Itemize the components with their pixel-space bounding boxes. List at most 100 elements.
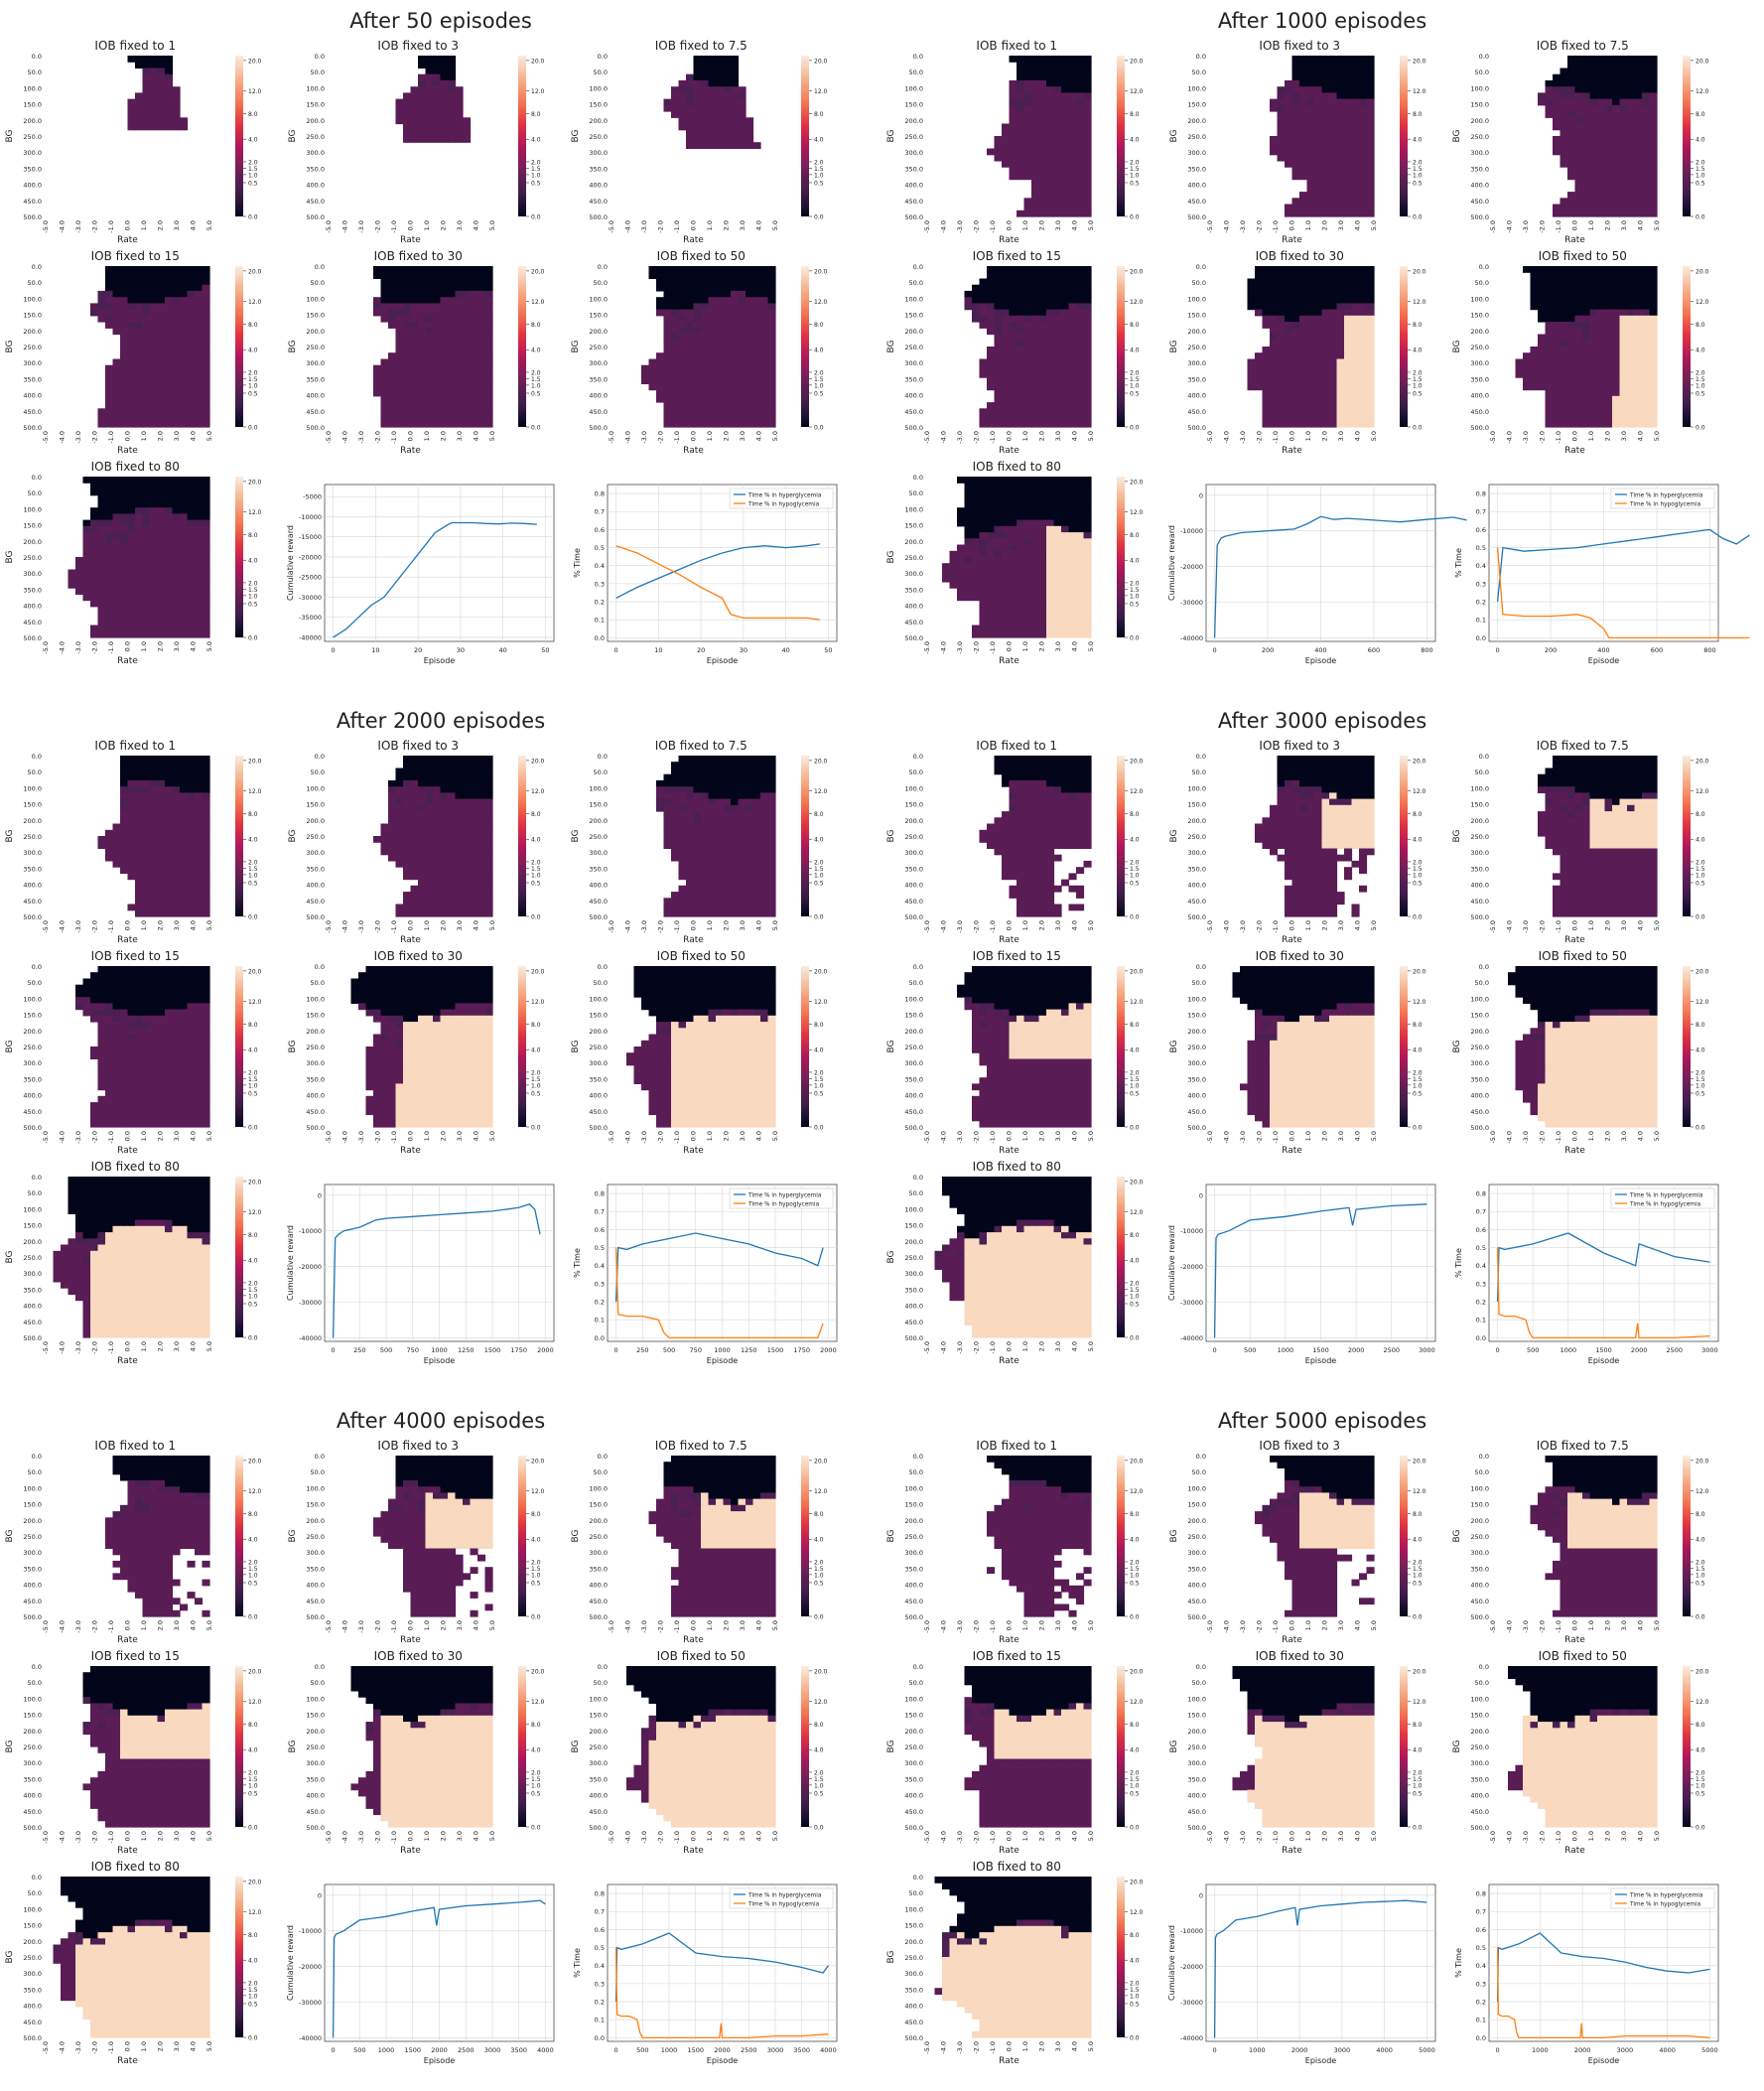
heatmap-cell <box>1546 105 1554 112</box>
heatmap-cell <box>1285 352 1292 359</box>
heatmap-cell <box>1054 124 1062 131</box>
heatmap-cell <box>426 328 434 335</box>
heatmap-cell <box>165 526 173 533</box>
heatmap-panel: IOB fixed to 7.50.050.0100.0150.0200.025… <box>571 39 828 245</box>
heatmap-cell <box>1546 316 1554 323</box>
heatmap-cell <box>694 347 702 353</box>
heatmap-cell <box>1567 86 1575 93</box>
heatmap-cell <box>1359 371 1367 378</box>
heatmap-cell <box>1024 322 1032 329</box>
heatmap-cell <box>448 117 456 124</box>
colorbar-tick-label: 4.0 <box>1130 137 1140 144</box>
heatmap-cell <box>686 359 694 366</box>
heatmap-cell <box>1002 272 1010 279</box>
heatmap-cell <box>68 582 76 589</box>
heatmap-cell <box>1582 352 1590 359</box>
heatmap-cell <box>1344 167 1352 174</box>
heatmap-cell <box>1359 335 1367 342</box>
heatmap-cell <box>1337 297 1345 304</box>
heatmap-cell <box>1076 86 1084 93</box>
heatmap-cell <box>1553 105 1560 112</box>
heatmap-cell <box>1605 155 1613 162</box>
heatmap-cell <box>1650 86 1658 93</box>
heatmap-cell <box>1575 117 1583 124</box>
heatmap-cell <box>195 335 203 342</box>
heatmap-cell <box>1642 105 1650 112</box>
heatmap-cell <box>1650 155 1658 162</box>
x-tick-label: -5.0 <box>923 220 931 233</box>
y-tick-label: 350.0 <box>306 375 325 383</box>
heatmap-cell <box>1605 167 1613 174</box>
heatmap-cell <box>381 359 389 366</box>
heatmap-cell <box>1567 92 1575 99</box>
heatmap-cell <box>1531 383 1539 390</box>
x-axis-label: Rate <box>117 656 138 666</box>
heatmap-cell <box>1635 402 1643 409</box>
heatmap-cell <box>1560 92 1568 99</box>
heatmap-cell <box>381 390 389 397</box>
heatmap-cell <box>120 613 128 620</box>
heatmap-cell <box>1069 303 1077 310</box>
heatmap-cell <box>972 477 980 484</box>
heatmap-cell <box>195 545 203 552</box>
heatmap-cell <box>411 111 419 118</box>
heatmap-cell <box>418 105 426 112</box>
heatmap-cell <box>1010 551 1018 558</box>
heatmap-cell <box>158 557 166 564</box>
heatmap-cell <box>1627 167 1635 174</box>
heatmap-cell <box>716 136 724 143</box>
heatmap-cell <box>1322 415 1330 422</box>
heatmap-cell <box>995 279 1003 286</box>
heatmap-cell <box>1278 142 1286 149</box>
heatmap-cell <box>1627 62 1635 69</box>
heatmap-cell <box>98 477 106 484</box>
heatmap-cell <box>448 402 456 409</box>
heatmap-cell <box>1322 377 1330 384</box>
heatmap-cell <box>477 365 485 372</box>
heatmap-cell <box>135 291 143 298</box>
heatmap-panel: IOB fixed to 150.050.0100.0150.0200.0250… <box>886 249 1144 456</box>
heatmap-cell <box>105 310 113 317</box>
heatmap-cell <box>203 335 210 342</box>
heatmap-cell <box>1322 198 1330 205</box>
heatmap-cell <box>180 601 188 608</box>
heatmap-cell <box>1314 285 1322 292</box>
heatmap-cell <box>441 297 449 304</box>
heatmap-cell <box>120 507 128 514</box>
heatmap-cell <box>113 619 121 626</box>
heatmap-cell <box>1299 56 1307 63</box>
heatmap-cell <box>1278 124 1286 131</box>
x-tick-label: 5.0 <box>1087 431 1095 441</box>
heatmap-cell <box>1278 111 1286 118</box>
heatmap-cell <box>1329 341 1337 348</box>
heatmap-cell <box>1642 69 1650 75</box>
x-tick-label: 4.0 <box>1071 431 1079 441</box>
heatmap-cell <box>1084 142 1092 149</box>
heatmap-cell <box>1642 396 1650 403</box>
heatmap-cell <box>1538 279 1546 286</box>
heatmap-cell <box>1553 74 1560 81</box>
heatmap-cell <box>1590 186 1598 193</box>
heatmap-cell <box>1010 390 1018 397</box>
heatmap-cell <box>1582 328 1590 335</box>
heatmap-cell <box>1002 279 1010 286</box>
heatmap-cell <box>1344 130 1352 137</box>
heatmap-cell <box>1061 130 1069 137</box>
heatmap-cell <box>995 149 1003 156</box>
heatmap-cell <box>1642 303 1650 310</box>
colorbar-tick-label: 12.0 <box>248 88 262 95</box>
heatmap-cell <box>1575 62 1583 69</box>
heatmap-cell <box>128 111 136 118</box>
heatmap-cell <box>1031 86 1039 93</box>
heatmap-cell <box>203 538 210 545</box>
heatmap-cell <box>753 408 761 415</box>
heatmap-cell <box>128 631 136 638</box>
heatmap-cell <box>709 111 717 118</box>
heatmap-cell <box>173 352 181 359</box>
heatmap-cell <box>158 124 166 131</box>
heatmap-cell <box>1054 402 1062 409</box>
heatmap-cell <box>980 322 988 329</box>
heatmap-cell <box>411 316 419 323</box>
heatmap-cell <box>173 551 181 558</box>
x-tick-label: -2.0 <box>1256 431 1264 444</box>
